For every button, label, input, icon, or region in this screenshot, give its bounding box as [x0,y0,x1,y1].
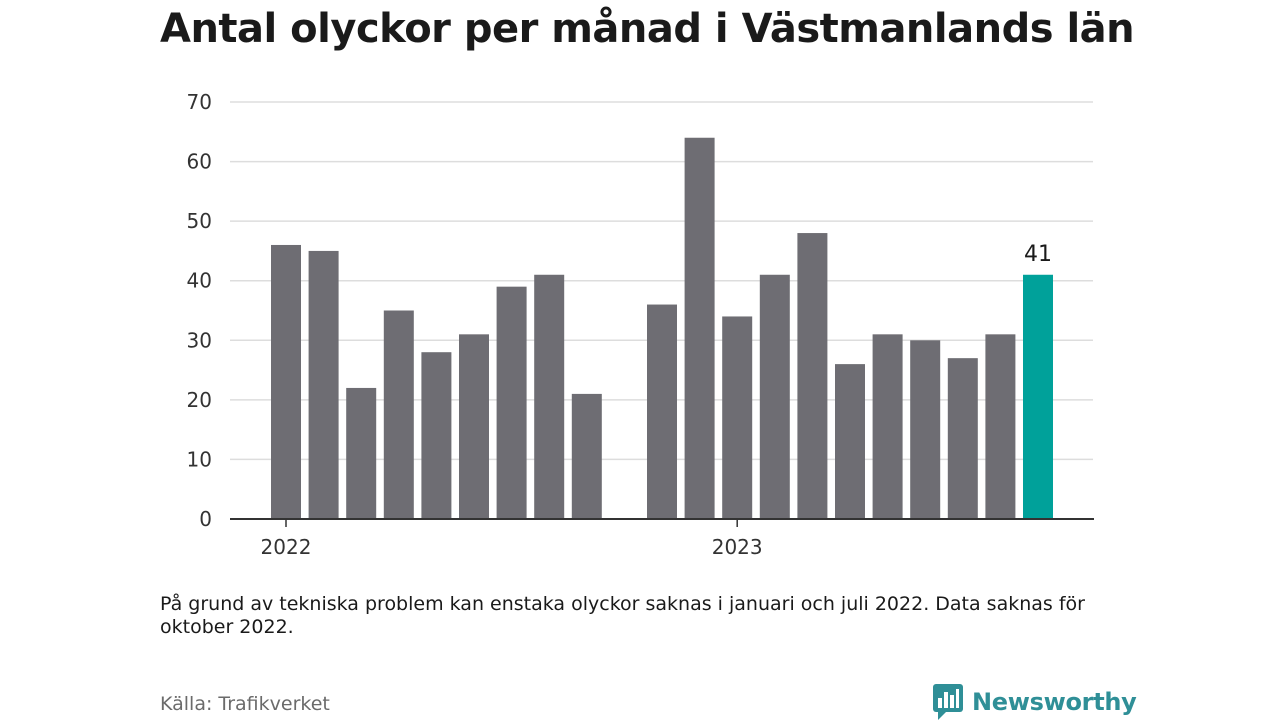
bar-2022-04 [383,310,414,519]
y-tick-label: 0 [199,507,212,531]
bar-2023-07 [947,358,978,519]
chart-title: Antal olyckor per månad i Västmanlands l… [160,6,1135,52]
footnote: På grund av tekniska problem kan enstaka… [160,593,1085,638]
bar-2022-01 [271,244,301,519]
bar-2023-01 [722,316,753,519]
y-tick-label: 50 [187,209,212,233]
bars [271,137,1053,520]
newsworthy-logo-icon [933,684,963,720]
y-tick-label: 60 [187,150,212,174]
y-tick-label: 70 [187,90,212,114]
bar-2022-07 [496,286,527,519]
y-tick-label: 20 [187,388,212,412]
bar-2022-12 [684,137,715,519]
bar-2022-05 [421,352,452,519]
data-label: 41 [1024,242,1052,267]
bar-2023-02 [759,274,790,519]
bar-2023-04 [835,364,865,519]
x-tick-label: 2023 [712,535,763,559]
bar-2023-03 [797,233,828,520]
newsworthy-logo-text: Newsworthy [972,688,1137,716]
bar-chart: 0 10 20 30 40 50 60 70 2022 2023 41 [187,90,1094,559]
y-tick-label: 40 [187,269,212,293]
bar-2022-09 [571,393,602,519]
bar-2023-06 [910,340,941,519]
y-tick-label: 10 [187,447,212,471]
newsworthy-logo: Newsworthy [932,683,1137,721]
y-tick-label: 30 [187,328,212,352]
bar-2023-05 [872,334,903,519]
data-labels: 41 [1024,242,1052,267]
bar-2022-02 [308,250,339,519]
x-tick-label: 2022 [261,535,312,559]
bar-2022-06 [459,334,489,519]
y-axis-ticks: 0 10 20 30 40 50 60 70 [187,90,212,531]
bar-2023-08 [985,334,1016,519]
bar-2022-03 [346,387,377,519]
bar-2023-09 [1023,274,1053,519]
x-axis: 2022 2023 [230,518,1094,559]
source-credit: Källa: Trafikverket [160,693,330,715]
bar-2022-11 [647,304,677,519]
bar-2022-08 [534,274,565,519]
